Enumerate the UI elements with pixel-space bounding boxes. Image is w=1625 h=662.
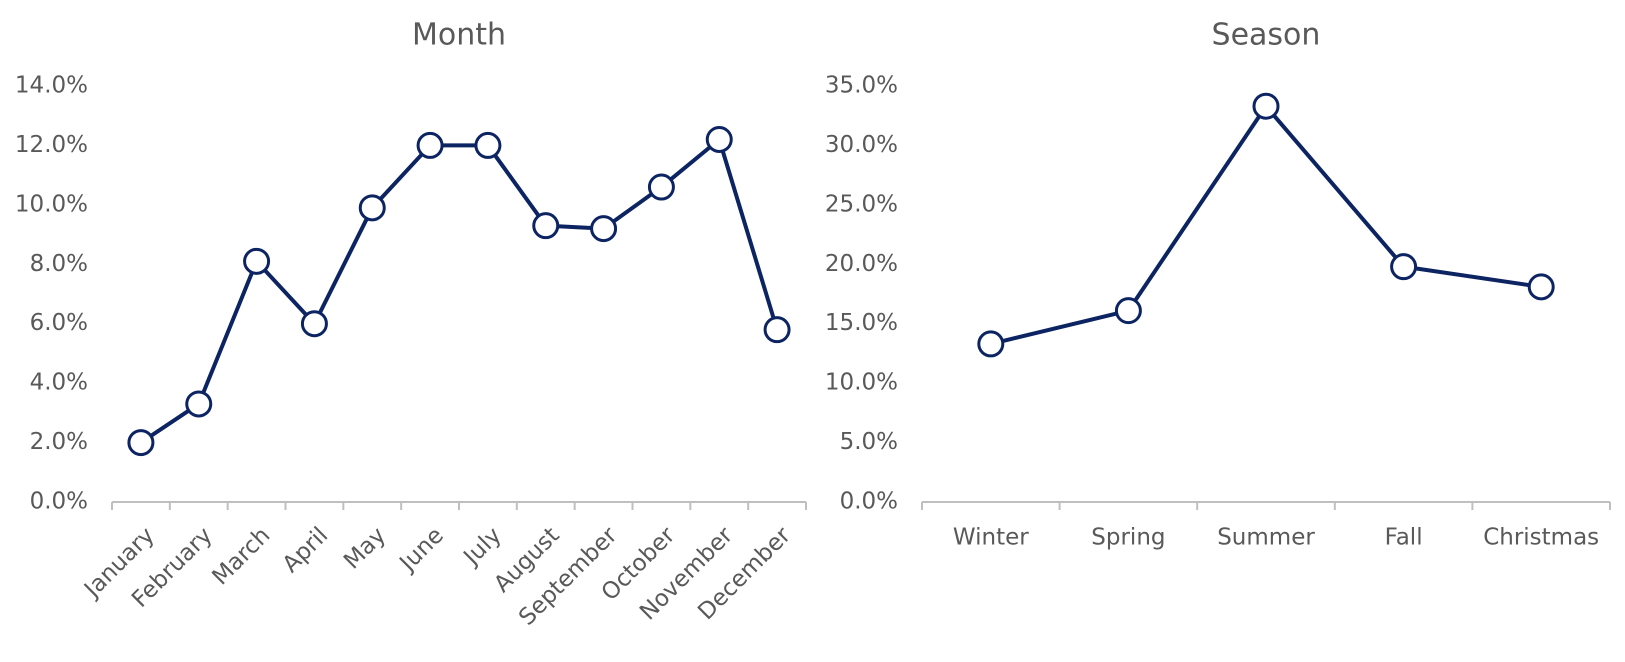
y-tick-label: 10.0% [15,191,88,217]
y-tick-label: 20.0% [825,251,898,277]
chart-title: Month [412,18,506,53]
marker [1527,273,1555,301]
marker [705,125,733,153]
marker [977,330,1005,358]
y-tick-label: 14.0% [15,73,88,99]
x-tick-label: March [207,522,275,590]
y-tick-label: 0.0% [30,489,88,515]
y-tick-label: 10.0% [825,370,898,396]
y-tick-label: 0.0% [840,489,898,515]
y-tick-label: 30.0% [825,132,898,158]
x-tick-label: Winter [953,525,1029,551]
marker [416,131,444,159]
line [990,104,1542,346]
marker [1390,253,1418,281]
y-tick-label: 25.0% [825,191,898,217]
y-tick-label: 4.0% [30,370,88,396]
x-tick-label: Christmas [1483,525,1599,551]
marker [532,212,560,240]
y-tick-label: 8.0% [30,251,88,277]
y-tick-label: 15.0% [825,310,898,336]
y-tick-label: 12.0% [15,132,88,158]
marker [590,215,618,243]
y-tick-label: 5.0% [840,429,898,455]
y-tick-label: 35.0% [825,73,898,99]
marker [647,173,675,201]
x-tick-label: May [339,522,391,574]
x-tick-label: Fall [1385,525,1423,551]
line [139,137,779,445]
x-tick-label: June [394,522,449,577]
marker [243,247,271,275]
marker [127,429,155,457]
x-tick-label: Spring [1091,525,1165,551]
marker [358,194,386,222]
marker [763,316,791,344]
x-tick-label: July [458,522,507,571]
marker [1114,297,1142,325]
marker [1252,92,1280,120]
y-tick-label: 6.0% [30,310,88,336]
x-tick-label: Summer [1217,525,1315,551]
x-tick-label: April [278,522,334,578]
chart-title: Season [1212,18,1321,53]
marker [300,310,328,338]
y-tick-label: 2.0% [30,429,88,455]
marker [474,131,502,159]
marker [185,390,213,418]
